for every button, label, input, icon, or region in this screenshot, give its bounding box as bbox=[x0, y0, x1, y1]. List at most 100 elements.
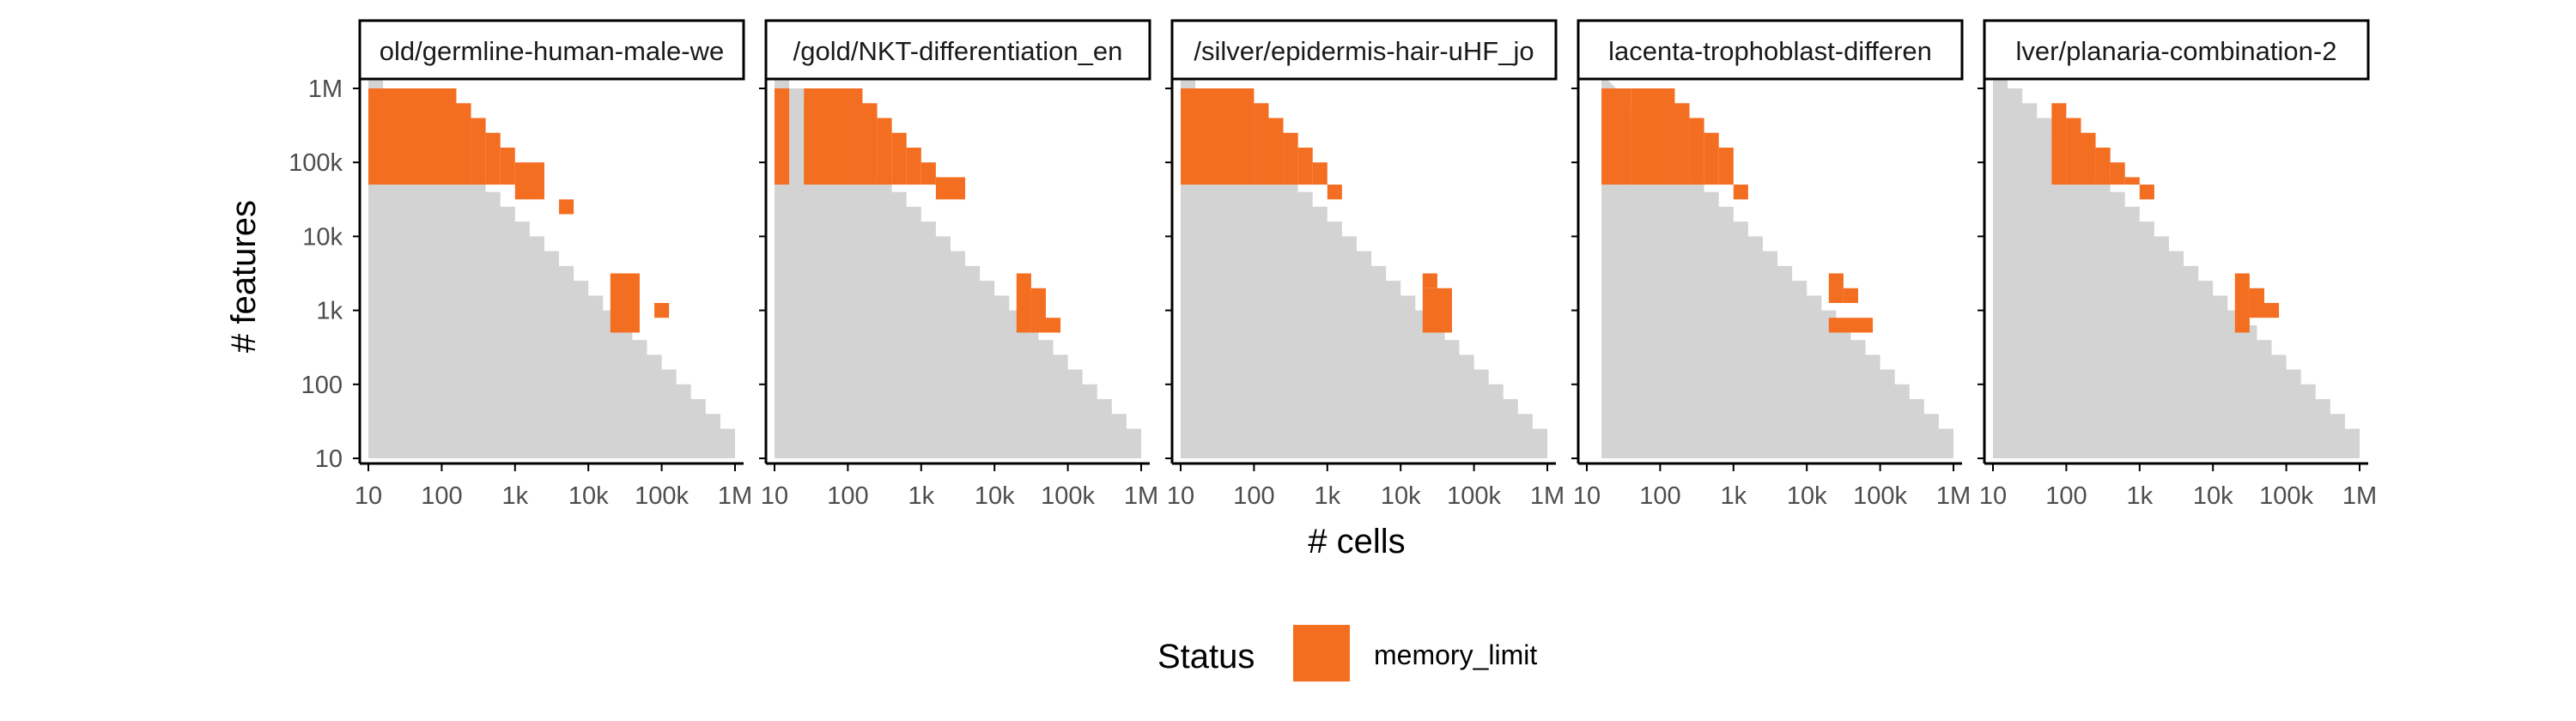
memory-limit-tile-8 bbox=[610, 273, 640, 333]
memory-limit-tile-1 bbox=[1601, 88, 1631, 185]
x-tick-label: 100k bbox=[1447, 482, 1501, 510]
memory-limit-tile-1 bbox=[1181, 88, 1255, 185]
facet-strip-title: lver/planaria-combination-2 bbox=[2016, 36, 2337, 66]
memory-limit-tile-4 bbox=[485, 132, 501, 185]
facet-strip bbox=[358, 19, 745, 81]
facet-panel-1: 10 100 1k 10k 100k 1M old/germline-human-male-… bbox=[353, 19, 752, 510]
y-tick-label: 1k bbox=[316, 298, 343, 325]
memory-limit-tile-3 bbox=[2081, 132, 2096, 185]
x-tick-label: 10k bbox=[568, 482, 609, 510]
memory-limit-tile-6 bbox=[2124, 177, 2140, 185]
memory-limit-tile-4 bbox=[1283, 132, 1298, 185]
memory-limit-tile-3 bbox=[1268, 118, 1284, 185]
memory-limit-tile-3 bbox=[471, 118, 486, 185]
memory-limit-tile-1 bbox=[2051, 103, 2067, 185]
memory-limit-tile-8 bbox=[2234, 273, 2250, 333]
memory-limit-tile-6 bbox=[1718, 147, 1734, 185]
x-tick-label: 10k bbox=[1787, 482, 1827, 510]
facet-strip bbox=[1170, 19, 1558, 81]
memory-limit-tile-9 bbox=[1422, 273, 1437, 288]
x-tick-label: 100 bbox=[1639, 482, 1680, 510]
y-tick-label: 100k bbox=[289, 149, 343, 177]
x-axis-title: # cells bbox=[1308, 523, 1405, 560]
memory-limit-tile-10 bbox=[2263, 302, 2280, 318]
memory-limit-tile-11 bbox=[1045, 318, 1061, 333]
x-tick-label: 10k bbox=[975, 482, 1015, 510]
memory-limit-tile-5 bbox=[891, 132, 907, 185]
memory-limit-tile-6 bbox=[1312, 162, 1327, 185]
legend-title: Status bbox=[1157, 638, 1255, 676]
facet-strip bbox=[1577, 19, 1964, 81]
memory-limit-tile-7 bbox=[559, 199, 574, 215]
memory-limit-tile-6 bbox=[906, 147, 921, 185]
memory-limit-tile-8 bbox=[1422, 288, 1452, 333]
x-tick-label: 100k bbox=[1041, 482, 1095, 510]
facet-panel-3: 10 100 1k 10k 100k 1M/silver/epidermis-hair-u… bbox=[1165, 19, 1564, 510]
memory-limit-tile-2 bbox=[456, 103, 471, 185]
facet-panel-2: 10 100 1k 10k 100k 1M/gold/NKT-differentiatio… bbox=[759, 19, 1158, 510]
memory-limit-tile-3 bbox=[1674, 103, 1690, 185]
memory-limit-tile-9 bbox=[2249, 288, 2264, 318]
memory-limit-tile-2 bbox=[2066, 118, 2081, 185]
facet-strip bbox=[1983, 19, 2370, 81]
memory-limit-tile-2 bbox=[1631, 88, 1675, 185]
memory-limit-tile-9 bbox=[1016, 273, 1031, 333]
x-tick-label: 1k bbox=[501, 482, 528, 510]
y-tick-label: 10k bbox=[302, 223, 343, 251]
facet-panel-5: 10 100 1k 10k 100k 1M lver/planaria-combinatio… bbox=[1978, 19, 2377, 510]
memory-limit-tile-8 bbox=[1828, 273, 1844, 303]
x-tick-label: 1M bbox=[1124, 482, 1158, 510]
x-tick-label: 1k bbox=[2126, 482, 2153, 510]
x-tick-label: 100 bbox=[1233, 482, 1274, 510]
x-tick-label: 100 bbox=[421, 482, 462, 510]
facet-strip-title: lacenta-trophoblast-differen bbox=[1608, 36, 1932, 66]
memory-limit-tile-2 bbox=[1254, 103, 1269, 185]
facet-strip-title: /gold/NKT-differentiation_en bbox=[793, 36, 1123, 66]
memory-limit-tile-1 bbox=[775, 88, 790, 185]
memory-limit-tile-10 bbox=[1828, 318, 1874, 333]
x-tick-label: 1M bbox=[1530, 482, 1564, 510]
memory-limit-tile-7 bbox=[920, 162, 936, 185]
memory-limit-tile-3 bbox=[862, 103, 878, 185]
memory-limit-tile-5 bbox=[1297, 147, 1313, 185]
memory-limit-tile-5 bbox=[2110, 162, 2125, 185]
memory-limit-tile-1 bbox=[368, 88, 457, 185]
facet-panel-4: 10 100 1k 10k 100k 1M lacenta-trophoblast-diff… bbox=[1571, 19, 1971, 510]
x-tick-label: 10 bbox=[355, 482, 382, 510]
x-tick-label: 10k bbox=[1381, 482, 1421, 510]
x-tick-label: 10k bbox=[2193, 482, 2233, 510]
x-tick-label: 1k bbox=[908, 482, 934, 510]
y-tick-label: 100 bbox=[301, 372, 343, 399]
memory-limit-tile-8 bbox=[935, 177, 966, 200]
x-tick-label: 1k bbox=[1720, 482, 1747, 510]
memory-limit-tile-10 bbox=[1030, 288, 1046, 333]
x-tick-label: 10 bbox=[761, 482, 788, 510]
memory-limit-tile-7 bbox=[1327, 185, 1342, 200]
computed-tiles bbox=[1993, 73, 2360, 458]
x-tick-label: 10 bbox=[1573, 482, 1601, 510]
memory-limit-tile-4 bbox=[1689, 118, 1704, 185]
facet-panels: 10 100 1k 10k 100k 1M old/germline-human-male-… bbox=[353, 19, 2377, 510]
memory-limit-tile-2 bbox=[804, 88, 863, 185]
y-tick-labels: 10 100 1k 10k 100k 1M bbox=[289, 76, 343, 473]
memory-limit-tile-5 bbox=[500, 147, 515, 185]
memory-limit-tile-9 bbox=[654, 302, 670, 318]
memory-limit-tile-9 bbox=[1843, 288, 1858, 303]
legend: Status memory_limit bbox=[1157, 625, 1537, 682]
y-tick-label: 10 bbox=[315, 445, 343, 473]
memory-limit-tile-5 bbox=[1704, 132, 1719, 185]
memory-limit-tile-4 bbox=[877, 118, 892, 185]
x-tick-label: 1M bbox=[2342, 482, 2377, 510]
y-axis-title: # features bbox=[225, 200, 263, 353]
facet-strip-title: /silver/epidermis-hair-uHF_jo bbox=[1194, 36, 1534, 66]
x-tick-label: 1M bbox=[1936, 482, 1971, 510]
y-tick-label: 1M bbox=[308, 76, 343, 103]
x-tick-label: 100k bbox=[635, 482, 689, 510]
facet-strip-title: old/germline-human-male-we bbox=[380, 36, 724, 66]
x-tick-label: 1k bbox=[1314, 482, 1340, 510]
x-tick-label: 100k bbox=[2259, 482, 2313, 510]
memory-limit-tile-4 bbox=[2095, 147, 2111, 185]
x-tick-label: 10 bbox=[1979, 482, 2007, 510]
memory-limit-tile-7 bbox=[1733, 185, 1748, 200]
